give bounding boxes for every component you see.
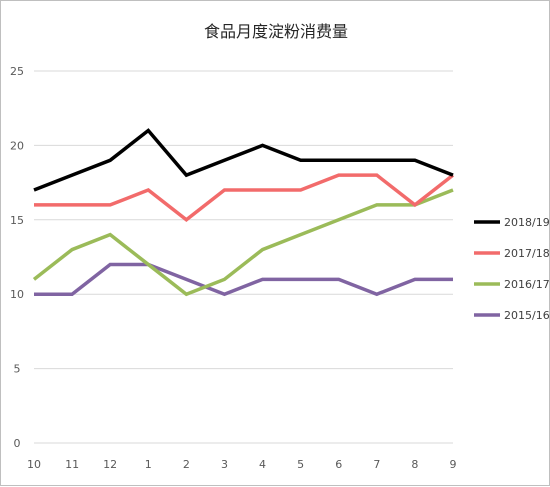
series-line (33, 128, 454, 192)
series-line (34, 262, 453, 297)
series-lines (32, 128, 455, 297)
legend-label: 2016/17 (504, 278, 550, 291)
grid-lines (34, 70, 453, 444)
legend-label: 2017/18 (504, 247, 550, 260)
y-tick-label: 15 (10, 214, 24, 227)
y-tick-label: 0 (14, 437, 21, 450)
x-axis: 10 11 12 1 2 3 4 5 6 7 8 9 (27, 458, 457, 471)
y-tick-label: 25 (10, 65, 24, 78)
x-tick-label: 6 (335, 458, 342, 471)
series-line (32, 188, 454, 297)
chart-title: 食品月度淀粉消费量 (204, 22, 348, 41)
y-tick-label: 20 (10, 139, 24, 152)
x-tick-label: 7 (373, 458, 380, 471)
x-tick-label: 2 (183, 458, 190, 471)
x-tick-label: 5 (297, 458, 304, 471)
x-tick-label: 9 (450, 458, 457, 471)
x-tick-label: 10 (27, 458, 41, 471)
x-tick-label: 11 (65, 458, 79, 471)
x-tick-label: 1 (145, 458, 152, 471)
y-tick-label: 10 (10, 288, 24, 301)
series-line (34, 173, 455, 223)
x-tick-label: 8 (411, 458, 418, 471)
x-tick-label: 4 (259, 458, 266, 471)
legend-label: 2015/16 (504, 309, 550, 322)
x-tick-label: 12 (103, 458, 117, 471)
legend-label: 2018/19 (504, 216, 550, 229)
legend: 2018/19 2017/18 2016/17 2015/16 (474, 216, 550, 322)
y-tick-label: 5 (14, 363, 21, 376)
x-tick-label: 3 (221, 458, 228, 471)
y-axis: 0 5 10 15 20 25 (10, 65, 24, 450)
